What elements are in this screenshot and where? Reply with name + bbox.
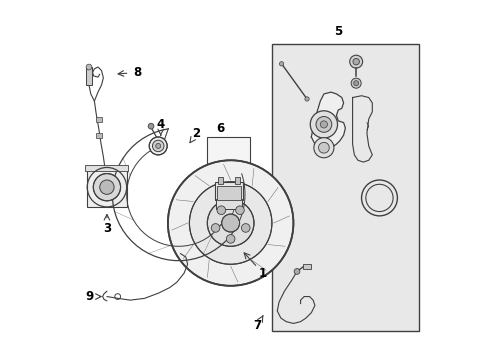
Circle shape [221,214,240,232]
Circle shape [149,137,167,155]
Circle shape [318,142,329,153]
Circle shape [148,123,154,129]
Bar [86,67,92,85]
Bar [207,137,250,223]
Text: 7: 7 [253,319,262,332]
Circle shape [350,55,363,68]
Circle shape [211,224,220,232]
Circle shape [305,97,309,101]
Circle shape [316,117,332,132]
Circle shape [310,111,338,138]
Circle shape [168,160,294,286]
Polygon shape [311,92,345,149]
Circle shape [86,64,92,70]
Circle shape [207,200,254,246]
Text: 3: 3 [103,222,111,235]
Circle shape [242,224,250,232]
Circle shape [236,206,245,215]
Bar [303,264,311,269]
Circle shape [217,206,225,215]
Circle shape [279,62,284,66]
Bar [96,133,102,138]
Circle shape [351,78,361,88]
Circle shape [93,174,121,201]
Text: 5: 5 [334,25,343,38]
Polygon shape [353,96,372,162]
Circle shape [320,121,327,128]
Bar [216,199,242,209]
Bar [87,166,126,207]
Text: 2: 2 [193,127,200,140]
Bar [235,177,240,184]
Circle shape [190,182,272,264]
Bar [272,44,419,330]
Circle shape [100,180,114,194]
Circle shape [294,269,300,274]
Bar [218,177,223,184]
Circle shape [366,184,393,212]
Circle shape [353,58,359,65]
Text: 6: 6 [217,122,225,135]
Bar [217,186,241,200]
Circle shape [354,81,359,86]
Text: 8: 8 [133,66,142,79]
Circle shape [226,235,235,243]
Text: 1: 1 [259,267,267,280]
Bar [85,165,128,171]
Circle shape [314,138,334,158]
Circle shape [152,140,164,152]
Text: 9: 9 [85,290,93,303]
Bar [96,117,102,122]
Bar [215,182,243,200]
Circle shape [156,143,161,148]
Text: 4: 4 [157,118,165,131]
